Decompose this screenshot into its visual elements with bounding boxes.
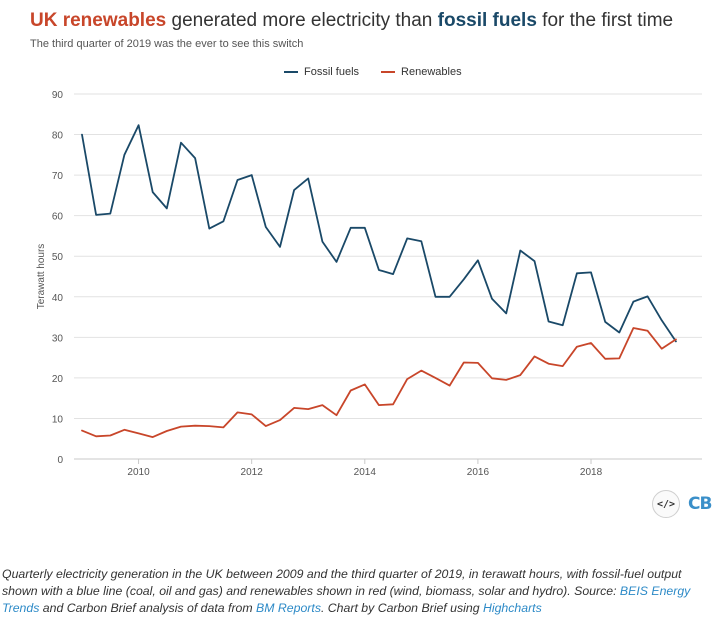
title-fossil: fossil fuels [437,10,537,31]
caption-text-2: and Carbon Brief analysis of data from [39,601,257,615]
y-tick-label-70: 70 [52,171,64,182]
title-middle: generated more electricity than [166,10,438,31]
embed-code-icon[interactable]: </> [652,490,680,518]
chart-legend: Fossil fuels Renewables [284,66,462,78]
legend-label-renewables: Renewables [401,66,462,78]
legend-swatch-renewables [381,71,396,73]
caption-link-beis[interactable]: BEIS Energy Trends [2,584,691,615]
y-tick-label-80: 80 [52,131,64,142]
chart-subtitle: The third quarter of 2019 was the ever t… [30,38,304,50]
y-tick-label-30: 30 [52,333,64,344]
x-tick-label-2012: 2012 [241,467,264,478]
x-tick-label-2010: 2010 [127,467,150,478]
y-tick-label-0: 0 [57,455,63,466]
y-tick-label-90: 90 [52,90,64,101]
x-tick-label-2014: 2014 [354,467,377,478]
y-tick-label-10: 10 [52,414,64,425]
footer-logos: </> CB [652,490,712,518]
title-renewables: UK renewables [30,10,167,31]
x-tick-label-2018: 2018 [580,467,603,478]
y-tick-label-60: 60 [52,212,64,223]
x-tick-label-2016: 2016 [467,467,490,478]
title-end: for the first time [536,10,674,31]
line-chart: 0 10 20 30 40 50 60 70 80 90 2010 2012 2014 2016 2018 T… [36,90,702,478]
legend-item-fossil[interactable]: Fossil fuels [284,66,359,78]
legend-label-fossil: Fossil fuels [304,66,360,78]
y-tick-label-50: 50 [52,252,64,263]
caption-text-3: . Chart by Carbon Brief using [320,601,483,615]
y-axis-label: Terawatt hours [36,244,47,310]
y-tick-label-40: 40 [52,293,64,304]
y-tick-label-20: 20 [52,374,64,385]
legend-item-renewables[interactable]: Renewables [381,66,462,78]
chart-title: UK renewables generated more electricity… [30,10,673,32]
legend-swatch-fossil [284,71,298,73]
caption-link-bm-reports[interactable]: BM Reports [256,601,321,615]
caption-link-highcharts[interactable]: Highcharts [482,601,542,615]
series-line-fossil-fuels [81,124,677,343]
chart-card: UK renewables generated more electricity… [30,10,713,518]
series-line-renewables [81,327,677,439]
figure-caption: Quarterly electricity generation in the … [2,566,718,617]
carbon-brief-logo: CB [688,494,712,514]
caption-text-1: Quarterly electricity generation in the … [2,567,682,598]
